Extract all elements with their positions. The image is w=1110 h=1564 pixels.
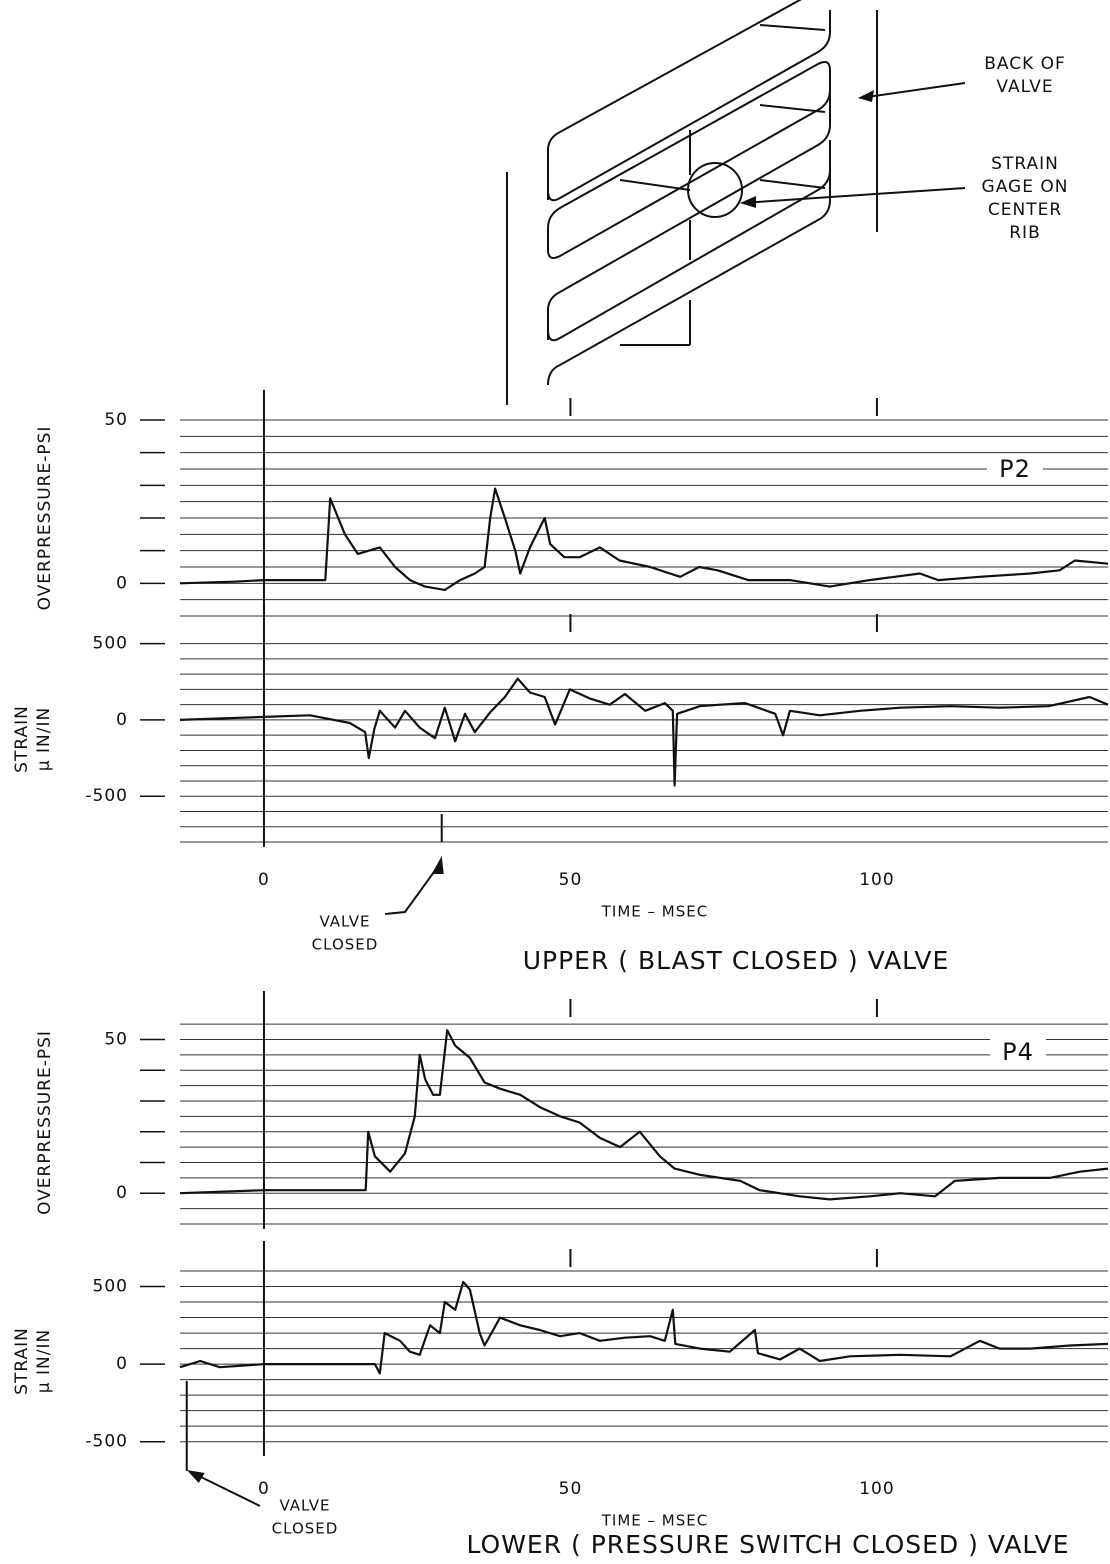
y-axis-label: STRAIN xyxy=(12,1327,32,1395)
series-label: P2 xyxy=(999,455,1031,483)
y-tick-label: 0 xyxy=(116,710,128,730)
arrowhead xyxy=(431,856,444,874)
data-line xyxy=(179,487,1109,591)
x-tick-label: 0 xyxy=(258,1479,270,1499)
x-tick-label: 100 xyxy=(859,870,894,890)
data-line xyxy=(179,1280,1109,1375)
x-axis-label: TIME – MSEC xyxy=(601,903,708,921)
x-tick-label: 0 xyxy=(258,870,270,890)
data-line xyxy=(179,1029,1109,1201)
valve-diagram xyxy=(506,0,966,405)
data-line xyxy=(179,677,1109,787)
x-tick-label: 50 xyxy=(559,1479,583,1499)
section-title: LOWER ( PRESSURE SWITCH CLOSED ) VALVE xyxy=(466,1530,1069,1559)
diagram-label: BACK OF xyxy=(984,54,1066,74)
diagram-label: RIB xyxy=(1009,223,1041,243)
diagram-label: STRAIN xyxy=(991,154,1059,174)
label-bg xyxy=(990,1039,1046,1067)
arrowhead xyxy=(186,1470,205,1483)
y-tick-label: 0 xyxy=(116,1354,128,1374)
y-tick-label: -500 xyxy=(85,1432,128,1452)
y-axis-label: μ IN/IN xyxy=(34,707,54,771)
y-axis-label: OVERPRESSURE-PSI xyxy=(35,426,55,611)
annotation-text: CLOSED xyxy=(312,936,379,954)
y-axis-label: STRAIN xyxy=(12,705,32,773)
y-tick-label: 50 xyxy=(104,410,128,430)
y-axis-label: μ IN/IN xyxy=(34,1329,54,1393)
annotation-text: VALVE xyxy=(279,1497,330,1515)
label-bg xyxy=(987,456,1043,484)
diagram-label: GAGE ON xyxy=(982,177,1069,197)
x-tick-label: 50 xyxy=(559,870,583,890)
annotation-leader xyxy=(192,1472,261,1507)
diagram-label: CENTER xyxy=(988,200,1062,220)
diagram-label: VALVE xyxy=(996,77,1053,97)
y-tick-label: 500 xyxy=(93,634,128,654)
y-tick-label: 0 xyxy=(116,573,128,593)
y-tick-label: 500 xyxy=(93,1277,128,1297)
x-axis-label: TIME – MSEC xyxy=(601,1512,708,1530)
y-axis-label: OVERPRESSURE-PSI xyxy=(35,1030,55,1215)
x-tick-label: 100 xyxy=(859,1479,894,1499)
y-tick-label: -500 xyxy=(85,786,128,806)
y-tick-label: 50 xyxy=(104,1029,128,1049)
y-tick-label: 0 xyxy=(116,1183,128,1203)
series-label: P4 xyxy=(1002,1038,1034,1066)
annotation-text: CLOSED xyxy=(272,1520,339,1538)
annotation-text: VALVE xyxy=(319,913,370,931)
annotation-leader xyxy=(384,863,441,915)
section-title: UPPER ( BLAST CLOSED ) VALVE xyxy=(523,946,950,975)
